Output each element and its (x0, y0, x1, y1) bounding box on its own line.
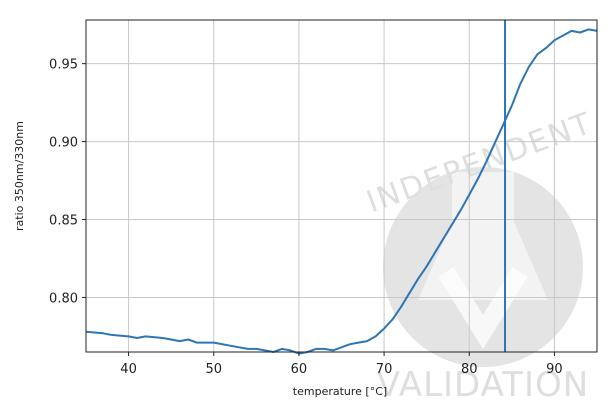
x-tick-label: 50 (205, 362, 222, 377)
series-line (85, 28, 598, 355)
watermark-flask-icon (418, 172, 548, 300)
axes (85, 19, 598, 353)
y-axis-label: ratio 350nm/330nm (13, 121, 26, 231)
x-tick-label: 90 (546, 362, 563, 377)
x-tick-label: 70 (376, 362, 393, 377)
watermark: INDEPENDENT VALIDATION (362, 106, 597, 405)
tick-labels: 40 50 60 70 80 90 0.80 0.85 0.90 0.95 (49, 58, 563, 377)
series-layer (85, 20, 598, 355)
watermark-bottom-text: VALIDATION (377, 365, 590, 405)
y-tick-label: 0.90 (49, 136, 78, 151)
x-tick-label: 80 (461, 362, 478, 377)
y-tick-label: 0.80 (49, 291, 78, 306)
grid (86, 20, 597, 352)
plot-frame (85, 19, 598, 353)
x-tick-label: 40 (120, 362, 137, 377)
watermark-check-icon (438, 267, 528, 350)
x-tick-label: 60 (291, 362, 308, 377)
y-tick-label: 0.85 (49, 214, 78, 229)
y-tick-label: 0.95 (49, 58, 78, 73)
x-axis-label: temperature [°C] (293, 385, 387, 398)
